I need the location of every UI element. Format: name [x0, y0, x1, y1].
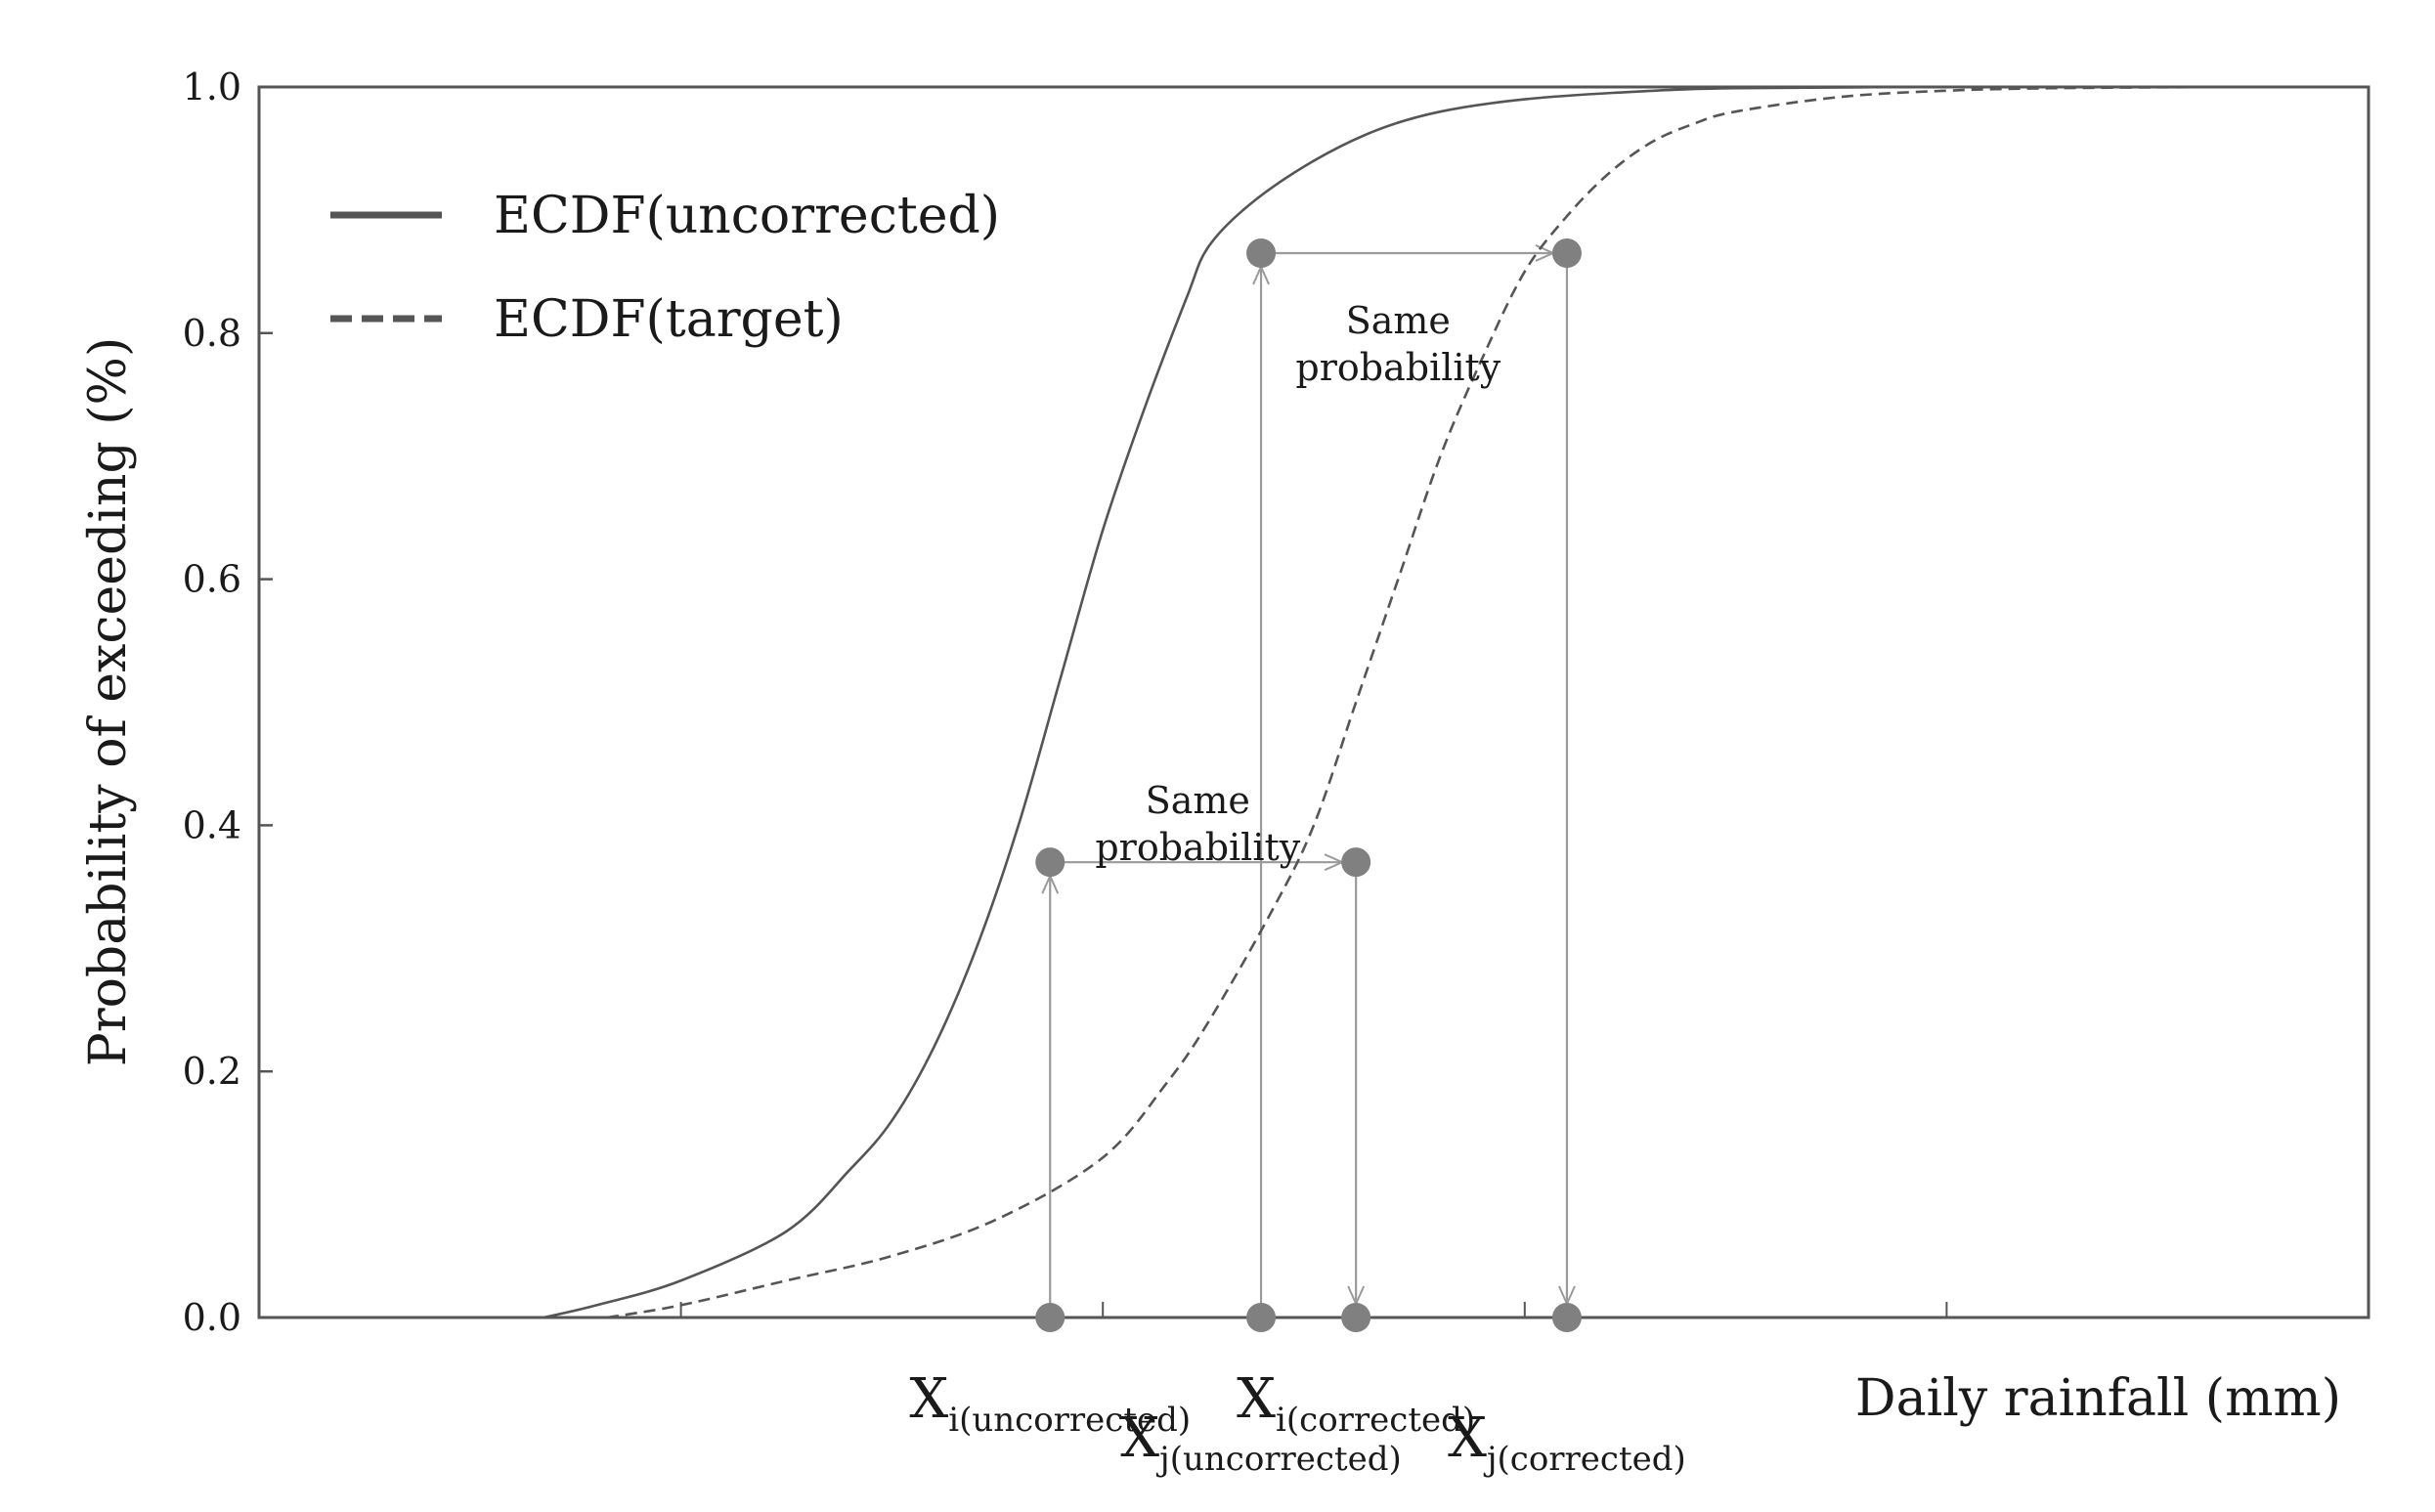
baseline-point-x_i_corrected — [1341, 1303, 1371, 1332]
y-tick-label: 0.0 — [183, 1296, 241, 1339]
x-marker-subscript: j(corrected) — [1483, 1440, 1686, 1479]
x-marker-symbol: X — [1448, 1406, 1487, 1470]
y-axis-title: Probability of exceeding (%) — [79, 337, 138, 1066]
annotation-probability: probability — [1295, 346, 1500, 389]
annotation-same: Same — [1146, 779, 1250, 822]
x-marker-label: Xj(corrected) — [1448, 1406, 1686, 1479]
x-marker-subscript: j(uncorrected) — [1155, 1440, 1402, 1479]
data-point-x_j_uncorrected — [1246, 238, 1277, 268]
data-point-x_j_corrected — [1551, 238, 1582, 268]
y-tick-label: 0.6 — [183, 558, 241, 601]
x-marker-label: Xj(uncorrected) — [1120, 1406, 1401, 1479]
x-marker-subscript: i(corrected) — [1276, 1401, 1475, 1440]
series-line-ecdf-target — [606, 85, 2221, 1319]
baseline-point-x_j_corrected — [1551, 1303, 1582, 1332]
x-marker-symbol: X — [1120, 1406, 1159, 1470]
legend-label: ECDF(target) — [494, 290, 844, 349]
x-axis-title: Daily rainfall (mm) — [1855, 1369, 2341, 1428]
x-marker-label: Xi(uncorrected) — [909, 1367, 1191, 1440]
data-point-x_i_uncorrected — [1035, 847, 1065, 878]
y-tick-label: 1.0 — [183, 65, 241, 108]
y-tick-label: 0.2 — [183, 1050, 241, 1093]
x-marker-symbol: X — [1237, 1367, 1276, 1431]
legend: ECDF(uncorrected) ECDF(target) — [330, 187, 1000, 349]
annotation-same: Same — [1346, 299, 1451, 342]
x-marker-subscript: i(uncorrected) — [948, 1401, 1191, 1440]
data-point-x_i_corrected — [1341, 847, 1371, 878]
y-tick-label: 0.4 — [183, 803, 241, 846]
baseline-point-x_j_uncorrected — [1246, 1303, 1277, 1332]
plot-frame — [257, 85, 2370, 1319]
legend-label: ECDF(uncorrected) — [494, 187, 1000, 245]
x-marker-symbol: X — [909, 1367, 948, 1431]
series-line-ecdf-uncorrected — [544, 85, 2369, 1319]
y-tick-label: 0.8 — [183, 312, 241, 355]
x-marker-label: Xi(corrected) — [1237, 1367, 1475, 1440]
annotation-probability: probability — [1095, 826, 1300, 869]
baseline-point-x_i_uncorrected — [1035, 1303, 1065, 1332]
